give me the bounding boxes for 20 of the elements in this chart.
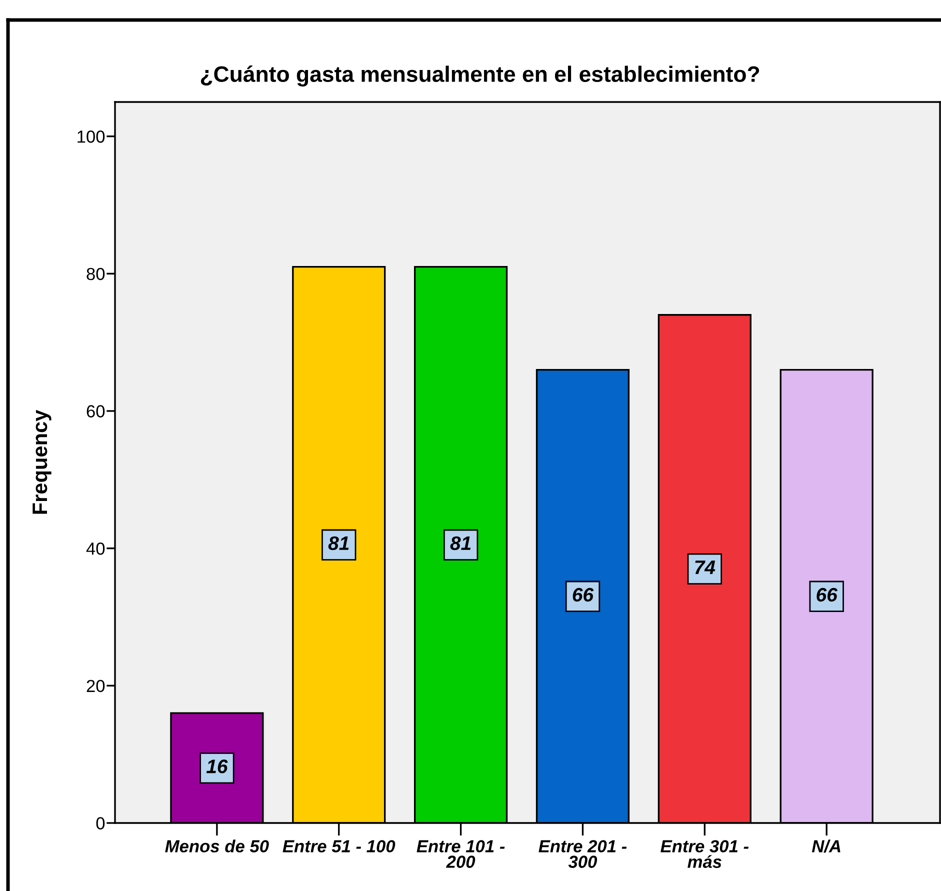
data-label: 66 bbox=[816, 588, 838, 602]
data-label: 81 bbox=[450, 536, 471, 550]
chart-title: ¿Cuánto gasta mensualmente en el establecimiento? bbox=[200, 65, 760, 87]
x-tick-label: N/A bbox=[812, 840, 840, 853]
x-tick-label: Entre 301 - más bbox=[660, 840, 749, 868]
y-tick-label: 40 bbox=[86, 542, 105, 555]
x-tick-label: Entre 201 - 300 bbox=[538, 840, 627, 868]
x-tick-label: Entre 101 - 200 bbox=[416, 840, 505, 868]
y-tick-label: 20 bbox=[86, 680, 105, 692]
data-label: 66 bbox=[572, 588, 594, 602]
data-label: 16 bbox=[206, 760, 228, 774]
y-tick-label: 80 bbox=[86, 268, 105, 280]
y-tick-label: 100 bbox=[78, 130, 105, 143]
x-tick-label: Menos de 50 bbox=[165, 840, 269, 852]
x-tick-label: Entre 51 - 100 bbox=[282, 840, 396, 852]
y-tick-label: 60 bbox=[86, 405, 105, 418]
data-label: 81 bbox=[328, 536, 349, 550]
y-tick-label: 0 bbox=[96, 817, 105, 830]
data-label: 74 bbox=[695, 560, 716, 574]
y-axis-title: Frequency bbox=[32, 410, 52, 514]
